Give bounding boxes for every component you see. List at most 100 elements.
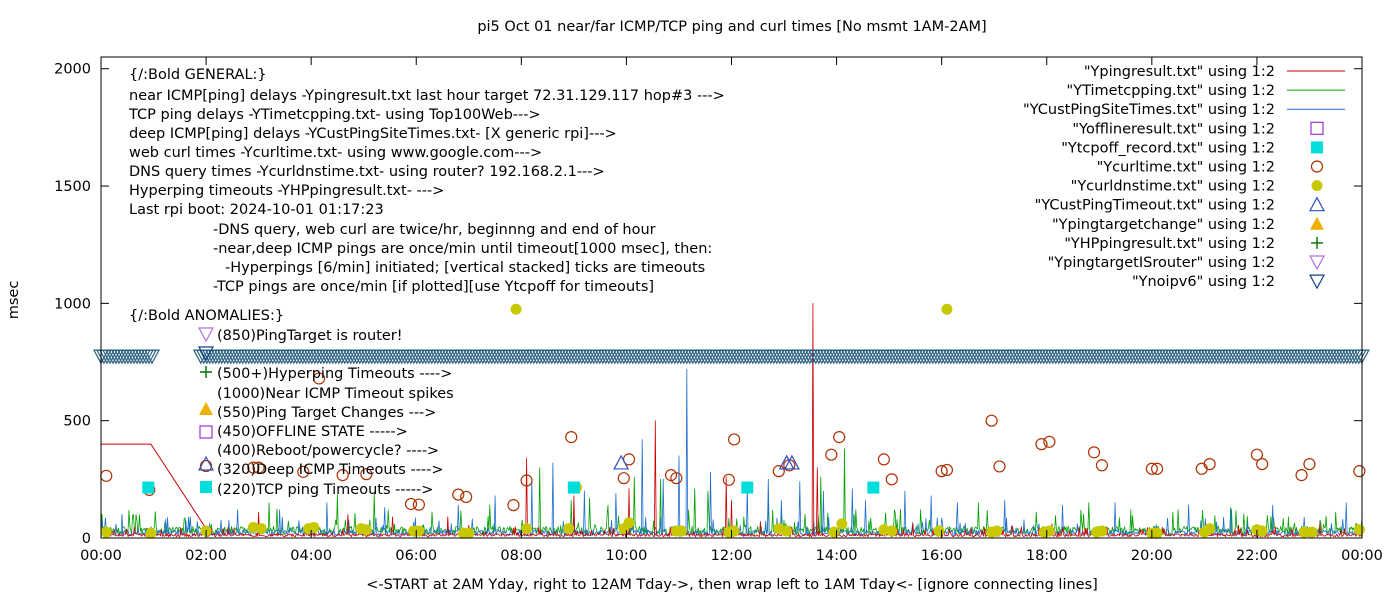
series-points-filled-square [142,481,880,494]
x-tick-label: 22:00 [1236,548,1278,564]
anomaly-marker [197,327,215,343]
annotation-line: DNS query times -Ycurldnstime.txt- using… [129,164,605,180]
legend-label: "Ypingtargetchange" using 1:2 [1052,217,1275,233]
data-point [1353,524,1365,536]
data-point [1043,435,1056,448]
data-point [836,518,848,530]
y-tick-label: 0 [82,531,91,547]
data-point [1151,527,1163,539]
x-tick-label: 02:00 [185,548,227,564]
data-point [1096,525,1108,537]
annotation-text: {/:Bold GENERAL:} near ICMP[ping] delays … [128,67,725,498]
data-point [833,431,846,444]
data-point [1195,462,1208,475]
anomaly-marker [197,455,215,471]
x-tick-label: 16:00 [921,548,963,564]
legend-label: "Yofflineresult.txt" using 1:2 [1072,121,1275,137]
x-tick-label: 06:00 [395,548,437,564]
legend-label: "Ypingresult.txt" using 1:2 [1084,64,1275,80]
legend-marker-sample [1310,160,1324,173]
legend-marker-sample [1311,180,1323,192]
y-tick-label: 2000 [54,62,91,78]
legend-label: "YTimetcpping.txt" using 1:2 [1067,83,1275,99]
near-icmp-wrap-line [101,443,207,529]
legend-marker-sample [1311,141,1323,154]
data-point [255,523,267,535]
data-point [100,526,112,538]
annotation-line: -Hyperpings [6/min] initiated; [vertical… [225,260,705,276]
data-point [728,525,740,537]
data-point [1043,525,1055,537]
data-point [521,523,533,535]
data-point [1250,448,1264,461]
data-point [252,461,265,474]
x-tick-label: 08:00 [500,548,542,564]
legend-marker-sample [1310,121,1324,135]
legend-marker-sample [1310,216,1324,230]
data-point [722,473,735,486]
data-point [565,431,578,444]
annotation-line: -TCP pings are once/min [if plotted][use… [213,279,654,295]
data-point [510,303,522,315]
data-point [993,460,1006,473]
legend-label: "Ytcpoff_record.txt" using 1:2 [1061,140,1275,156]
data-point [676,525,688,537]
x-axis-label: <-START at 2AM Yday, right to 12AM Tday-… [366,577,1098,593]
ipv6-band-2 [192,349,1370,365]
data-point [1298,526,1310,538]
anomaly-marker [200,366,212,378]
annotation-line: (850)PingTarget is router! [217,328,403,344]
data-point [145,527,157,539]
data-point [623,517,635,529]
data-point [1256,525,1268,537]
annotation-line: deep ICMP[ping] delays -YCustPingSiteTim… [129,126,617,142]
annotation-line: (450)OFFLINE STATE -----> [217,424,408,440]
data-point [940,463,954,477]
data-point [867,481,880,494]
data-point [404,497,418,511]
legend-marker-sample [1308,196,1326,212]
data-point [985,414,998,427]
data-point [781,525,793,537]
ipv6-marker [143,349,161,365]
data-point [1303,457,1316,471]
data-point [142,481,155,494]
data-point [460,490,473,504]
data-point [567,481,580,494]
data-point [1204,523,1216,535]
annotation-line: (320)Deep ICMP Timeouts ----> [217,462,444,478]
data-point [1295,469,1308,482]
annotation-line: near ICMP[ping] delays -Ypingresult.txt … [129,88,725,104]
data-point [886,525,898,537]
data-point [1203,457,1216,471]
data-point [772,465,785,478]
legend: "Ypingresult.txt" using 1:2 "YTimetcpping… [1023,64,1345,290]
anomaly-marker [199,425,213,439]
data-point [933,525,945,537]
data-point [100,469,113,482]
anomaly-marker [197,346,215,362]
x-tick-label: 20:00 [1131,548,1173,564]
annotation-line: web curl times -Ycurltime.txt- using www… [129,145,542,161]
data-point [308,521,320,533]
data-point [825,448,838,461]
data-point [312,372,326,385]
x-tick-label: 18:00 [1026,548,1068,564]
data-point [1256,457,1269,471]
x-tick-label: 12:00 [711,548,753,564]
annotation-line: {/:Bold ANOMALIES:} [129,308,284,324]
annotation-line: Hyperping timeouts -YHPpingresult.txt- -… [129,183,444,199]
data-point [1035,438,1048,451]
annotation-line: (500+)Hyperping Timeouts ----> [217,366,452,382]
ipv6-band-1 [92,349,161,365]
data-point [941,303,953,315]
data-point [1150,462,1164,475]
data-point [360,468,373,481]
data-point [413,525,425,537]
annotation-line: (400)Reboot/powercycle? ----> [217,443,439,459]
x-tick-label: 14:00 [816,548,858,564]
annotation-line: {/:Bold GENERAL:} [129,67,267,83]
anomaly-marker [200,481,212,493]
data-point [520,474,533,487]
